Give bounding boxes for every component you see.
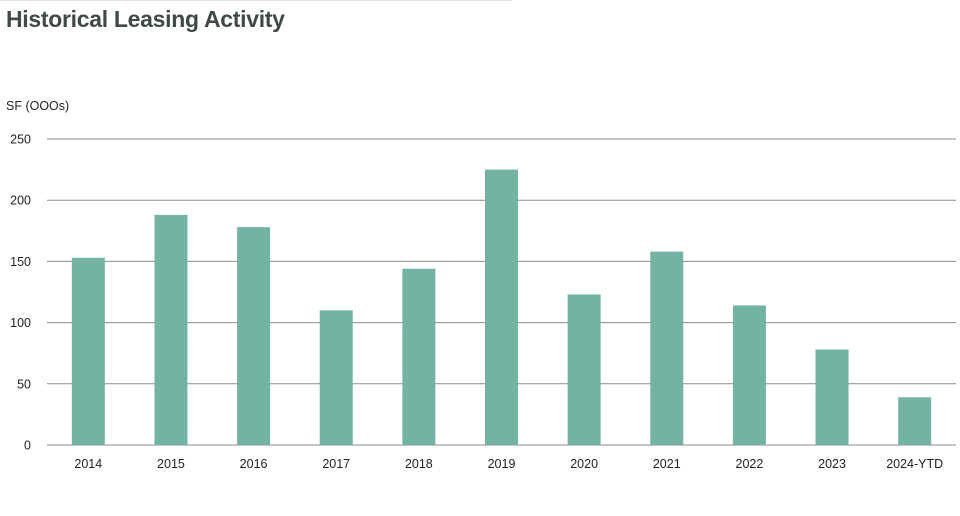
bar-2019 [485, 169, 518, 445]
bar-2014 [71, 257, 105, 445]
bars [71, 169, 932, 445]
chart-title: Historical Leasing Activity [6, 6, 285, 32]
x-tick-label: 2024-YTD [886, 457, 943, 471]
x-tick-label: 2023 [818, 457, 846, 471]
x-tick-label: 2018 [405, 457, 433, 471]
bar-2016 [237, 227, 271, 445]
y-tick-label: 100 [10, 316, 31, 330]
x-tick-label: 2022 [736, 457, 764, 471]
y-tick-label: 0 [24, 439, 31, 453]
bar-2023 [815, 349, 849, 445]
y-tick-label: 250 [10, 133, 31, 147]
x-tick-label: 2014 [74, 457, 102, 471]
x-tick-label: 2021 [653, 457, 681, 471]
x-tick-label: 2016 [240, 457, 268, 471]
top-border-line [0, 0, 512, 1]
bar-2022 [732, 305, 766, 445]
y-axis-ticks: 0 50 100 150 200 250 [10, 133, 31, 453]
y-tick-label: 50 [17, 377, 31, 391]
bar-2020 [567, 294, 601, 445]
y-tick-label: 150 [10, 255, 31, 269]
y-tick-label: 200 [10, 194, 31, 208]
x-axis-ticks: 2014 2015 2016 2017 2018 2019 2020 2021 2022 2023… [74, 457, 943, 471]
bar-2015 [154, 214, 188, 445]
x-tick-label: 2019 [488, 457, 516, 471]
bar-2024-YTD [898, 397, 932, 445]
x-tick-label: 2017 [322, 457, 350, 471]
bar-2017 [319, 310, 353, 445]
y-axis-label: SF (OOOs) [6, 99, 69, 113]
bar-2018 [402, 268, 436, 445]
bar-2021 [650, 251, 684, 445]
x-tick-label: 2015 [157, 457, 185, 471]
x-tick-label: 2020 [570, 457, 598, 471]
